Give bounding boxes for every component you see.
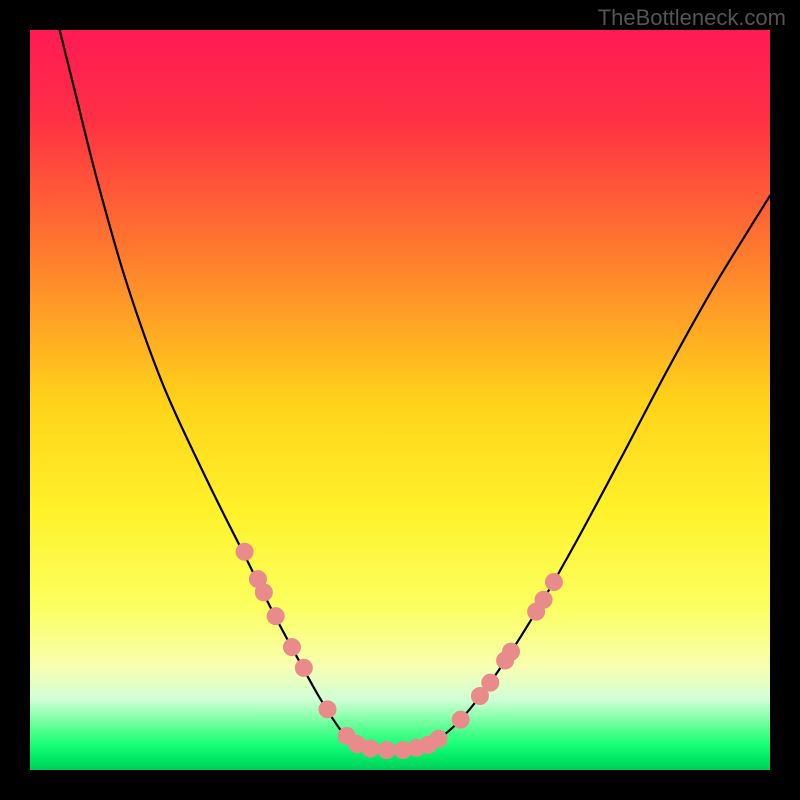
plot-background-gradient (30, 30, 770, 770)
marker-dot (255, 584, 272, 601)
marker-dot (535, 591, 552, 608)
marker-dot (503, 643, 520, 660)
bottleneck-curve-chart (0, 0, 800, 800)
marker-dot (378, 742, 395, 759)
marker-dot (236, 543, 253, 560)
chart-root: TheBottleneck.com (0, 0, 800, 800)
marker-dot (545, 574, 562, 591)
marker-dot (267, 608, 284, 625)
marker-dot (362, 740, 379, 757)
marker-dot (319, 701, 336, 718)
marker-dot (430, 730, 447, 747)
marker-dot (295, 659, 312, 676)
marker-dot (482, 674, 499, 691)
watermark-text: TheBottleneck.com (598, 5, 786, 31)
marker-dot (283, 639, 300, 656)
marker-dot (452, 711, 469, 728)
